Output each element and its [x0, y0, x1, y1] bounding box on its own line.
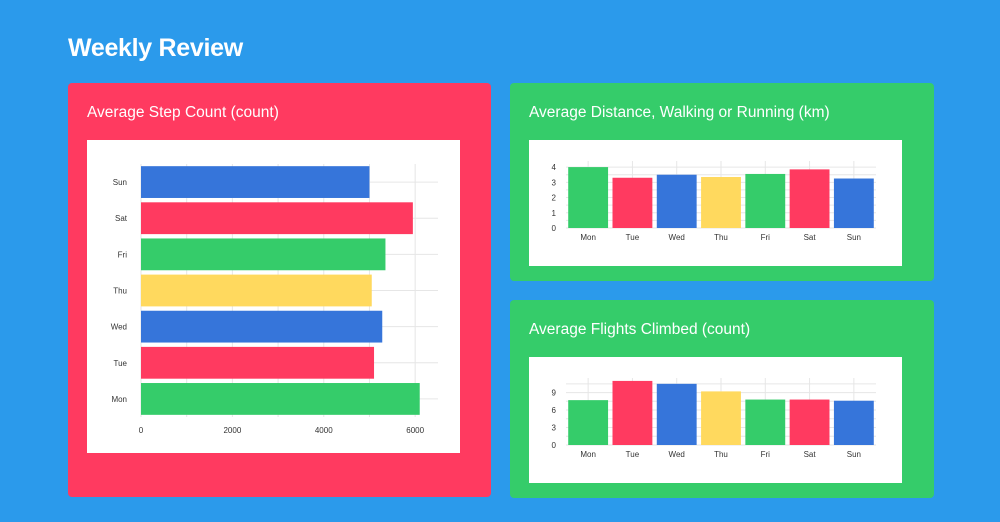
flights-bar-thu	[701, 391, 741, 445]
distance-xtick-label: Mon	[580, 233, 596, 242]
steps-bar-fri	[141, 238, 386, 271]
flights-xtick-label: Mon	[580, 450, 596, 459]
distance-chart-area: Mon Tue Wed Thu Fri Sat Sun 0 1 2 3 4	[529, 140, 902, 266]
flights-bar-wed	[656, 383, 697, 445]
flights-xtick-label: Tue	[626, 450, 640, 459]
flights-bars	[568, 380, 874, 445]
flights-ytick-label: 3	[552, 424, 557, 433]
distance-card: Average Distance, Walking or Running (km…	[510, 83, 934, 281]
distance-xtick-label: Sat	[804, 233, 817, 242]
distance-bar-fri	[745, 173, 786, 228]
steps-chart-area: Mon Tue Wed Thu Fri Sat Sun 0 2000 4000 6000	[87, 140, 460, 453]
steps-bar-tue	[141, 346, 375, 379]
flights-bar-sat	[789, 399, 830, 445]
distance-bar-sun	[833, 178, 874, 228]
steps-ytick-label: Tue	[114, 359, 128, 368]
steps-chart: Mon Tue Wed Thu Fri Sat Sun 0 2000 4000 6000	[111, 164, 438, 435]
steps-card: Average Step Count (count) Mon Tue Wed Thu F…	[68, 83, 491, 497]
steps-xtick-label: 6000	[406, 426, 424, 435]
distance-xtick-label: Thu	[714, 233, 728, 242]
distance-bar-thu	[701, 176, 741, 228]
distance-bar-wed	[656, 174, 697, 228]
flights-card-title: Average Flights Climbed (count)	[529, 321, 751, 338]
flights-xtick-label: Wed	[669, 450, 685, 459]
steps-bar-sun	[141, 166, 370, 198]
flights-xtick-label: Sun	[847, 450, 861, 459]
distance-ytick-label: 4	[552, 163, 557, 172]
steps-bar-sat	[141, 202, 413, 235]
flights-ytick-label: 9	[552, 389, 557, 398]
flights-ytick-label: 6	[552, 406, 557, 415]
steps-ytick-label: Sat	[115, 214, 128, 223]
page-title: Weekly Review	[68, 34, 243, 62]
distance-bar-sat	[789, 169, 830, 228]
flights-chart: Mon Tue Wed Thu Fri Sat Sun 0 3 6 9	[552, 378, 876, 459]
flights-xtick-label: Fri	[761, 450, 771, 459]
distance-ytick-label: 2	[552, 194, 557, 203]
distance-xtick-label: Wed	[669, 233, 685, 242]
steps-bar-wed	[141, 310, 383, 343]
flights-xtick-label: Sat	[804, 450, 817, 459]
steps-ytick-label: Fri	[118, 250, 128, 259]
flights-bar-mon	[568, 400, 609, 445]
flights-xtick-label: Thu	[714, 450, 728, 459]
flights-bar-sun	[833, 400, 874, 445]
distance-chart: Mon Tue Wed Thu Fri Sat Sun 0 1 2 3 4	[552, 161, 876, 242]
flights-chart-area: Mon Tue Wed Thu Fri Sat Sun 0 3 6 9	[529, 357, 902, 483]
distance-bars	[568, 167, 874, 228]
flights-bar-fri	[745, 399, 786, 445]
steps-ytick-label: Mon	[111, 395, 127, 404]
flights-bar-tue	[612, 380, 653, 445]
distance-ytick-label: 3	[552, 178, 557, 187]
steps-xtick-label: 2000	[223, 426, 241, 435]
steps-bars	[141, 166, 420, 415]
distance-ytick-label: 0	[552, 224, 557, 233]
distance-xtick-label: Sun	[847, 233, 861, 242]
steps-ytick-label: Thu	[113, 287, 127, 296]
steps-xtick-label: 0	[139, 426, 144, 435]
steps-xtick-label: 4000	[315, 426, 333, 435]
flights-card: Average Flights Climbed (count) Mon Tue We…	[510, 300, 934, 498]
distance-ytick-label: 1	[552, 209, 557, 218]
steps-ytick-label: Sun	[113, 178, 127, 187]
distance-bar-tue	[612, 177, 653, 228]
steps-ytick-label: Wed	[111, 323, 127, 332]
steps-bar-mon	[141, 383, 420, 415]
distance-xtick-label: Tue	[626, 233, 640, 242]
distance-card-title: Average Distance, Walking or Running (km…	[529, 104, 830, 121]
flights-ytick-label: 0	[552, 441, 557, 450]
steps-bar-thu	[141, 274, 372, 307]
distance-bar-mon	[568, 167, 609, 228]
steps-card-title: Average Step Count (count)	[87, 104, 279, 121]
distance-xtick-label: Fri	[761, 233, 771, 242]
